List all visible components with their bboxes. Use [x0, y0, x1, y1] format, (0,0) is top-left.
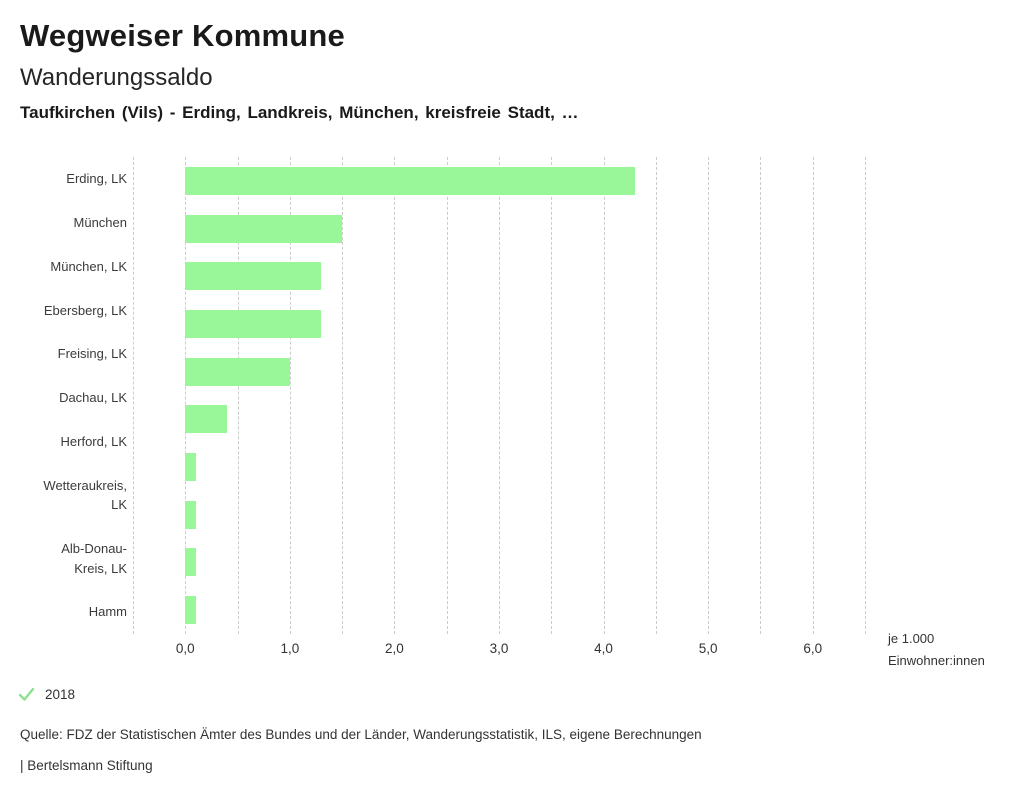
- gridline: [708, 157, 710, 634]
- category-label: Herford, LK: [60, 433, 127, 449]
- axis-unit-label: je 1.000 Einwohner:innen: [888, 628, 985, 672]
- chart-context-line: Taufkirchen (Vils) - Erding, Landkreis, …: [20, 103, 579, 122]
- gridline: [394, 157, 396, 634]
- axis-unit-line-1: je 1.000: [888, 631, 935, 646]
- gridline: [865, 157, 866, 634]
- bar-alb-donau-kreis-lk[interactable]: [185, 548, 196, 577]
- source-line: Quelle: FDZ der Statistischen Ämter des …: [20, 727, 702, 742]
- legend-year-label: 2018: [45, 687, 76, 702]
- x-tick-label: 0,0: [175, 641, 195, 656]
- category-label: Alb-Donau-Kreis, LK: [61, 541, 127, 576]
- bar-münchen-lk[interactable]: [185, 262, 322, 291]
- category-labels-column: Erding, LK München München, LK Ebersberg, L…: [0, 157, 127, 634]
- bar-freising-lk[interactable]: [185, 357, 290, 386]
- category-label: Wetteraukreis, LK: [43, 477, 127, 513]
- check-icon: [18, 687, 35, 702]
- page-title: Wegweiser Kommune: [20, 18, 345, 53]
- category-label: München: [73, 214, 127, 230]
- category-label: Freising, LK: [57, 346, 127, 362]
- x-tick-label: 2,0: [385, 641, 404, 656]
- gridline: [499, 157, 500, 634]
- gridline: [760, 157, 762, 634]
- bar-herford-lk[interactable]: [185, 453, 196, 482]
- gridline: [289, 157, 291, 634]
- x-tick-label: 3,0: [489, 641, 509, 656]
- gridline: [185, 157, 187, 634]
- legend[interactable]: 2018: [18, 687, 75, 702]
- x-tick-label: 1,0: [280, 641, 300, 656]
- gridline: [342, 157, 344, 634]
- category-label: Hamm: [88, 604, 127, 620]
- chart-title: Wanderungssaldo: [20, 64, 213, 91]
- bar-erding-lk[interactable]: [185, 166, 635, 195]
- gridline: [655, 157, 657, 634]
- bar-ebersberg-lk[interactable]: [185, 309, 322, 338]
- gridline: [812, 157, 814, 634]
- gridline: [237, 157, 239, 634]
- bar-dachau-lk[interactable]: [185, 405, 228, 434]
- gridline: [133, 157, 134, 634]
- brand-line: | Bertelsmann Stiftung: [20, 758, 153, 773]
- axis-unit-line-2: Einwohner:innen: [888, 653, 985, 668]
- x-tick-label: 6,0: [803, 641, 823, 656]
- gridline: [446, 157, 448, 634]
- category-label: Erding, LK: [66, 171, 127, 187]
- bar-chart: Erding, LK München München, LK Ebersberg, L…: [0, 157, 1024, 687]
- bar-münchen[interactable]: [185, 214, 343, 243]
- gridline: [603, 157, 605, 634]
- category-label: Dachau, LK: [59, 390, 127, 406]
- category-label: Ebersberg, LK: [43, 302, 127, 318]
- bar-wetteraukreis-lk[interactable]: [185, 500, 196, 529]
- x-tick-label: 5,0: [698, 641, 718, 656]
- gridline: [551, 157, 553, 634]
- bar-hamm[interactable]: [185, 596, 196, 625]
- x-tick-label: 4,0: [594, 641, 613, 656]
- category-label: München, LK: [50, 258, 127, 274]
- plot-area: [133, 157, 866, 634]
